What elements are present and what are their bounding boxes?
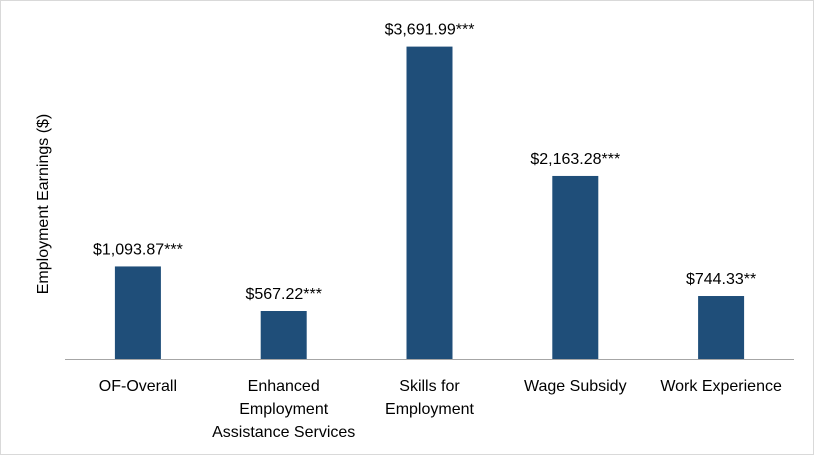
data-label-1: $567.22***	[245, 286, 322, 303]
x-tick-label-2: Skills for Employment	[385, 378, 474, 418]
x-tick-label-3-line-0: Wage Subsidy	[524, 378, 627, 395]
data-labels-layer: $1,093.87*** $567.22*** $3,691.99*** $2,163…	[93, 22, 756, 303]
x-tick-label-1-line-2: Assistance Services	[212, 424, 355, 441]
x-tick-label-1: Enhanced Employment Assistance Services	[212, 378, 355, 441]
x-tick-label-0-line-0: OF-Overall	[99, 378, 177, 395]
data-label-0: $1,093.87***	[93, 241, 183, 258]
x-tick-label-0: OF-Overall	[99, 378, 177, 395]
x-tick-label-1-line-1: Employment	[239, 401, 328, 418]
x-tick-label-1-line-0: Enhanced	[248, 378, 320, 395]
x-tick-label-4-line-0: Work Experience	[660, 378, 782, 395]
bar-1	[260, 311, 307, 359]
x-tick-label-2-line-1: Employment	[385, 401, 474, 418]
data-label-3: $2,163.28***	[530, 151, 620, 168]
bar-4	[698, 296, 745, 359]
x-tick-label-4: Work Experience	[660, 378, 782, 395]
data-label-2: $3,691.99***	[385, 22, 475, 39]
data-label-4: $744.33**	[686, 271, 756, 288]
bar-2	[406, 46, 453, 360]
bar-0	[114, 266, 161, 359]
x-tick-label-2-line-0: Skills for	[399, 378, 460, 395]
y-axis-title: Employment Earnings ($)	[35, 114, 52, 295]
x-tick-labels-layer: OF-Overall Enhanced Employment Assistance S…	[99, 378, 782, 441]
bar-3	[552, 175, 599, 359]
bars-layer	[114, 46, 745, 360]
x-tick-label-3: Wage Subsidy	[524, 378, 627, 395]
